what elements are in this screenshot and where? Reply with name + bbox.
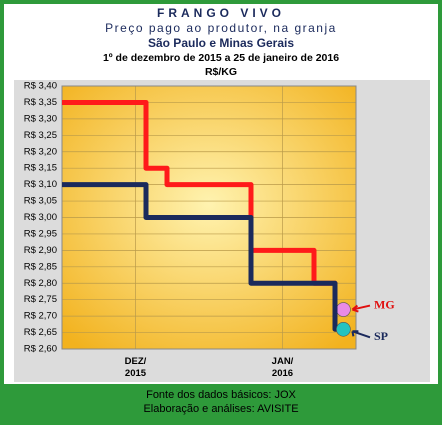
plot: R$ 2,60 R$ 2,65 R$ 2,70 R$ 2,75 R$ 2,80 R$ 2,… [24, 81, 395, 379]
y-tick-label: R$ 2,95 [24, 228, 57, 239]
y-tick-label: R$ 3,25 [24, 130, 57, 141]
y-tick-label: R$ 2,80 [24, 278, 57, 289]
credit: Elaboração e análises: AVISITE [143, 403, 298, 415]
y-tick-label: R$ 2,65 [24, 327, 57, 338]
series-label: SP [374, 329, 388, 343]
y-tick-label: R$ 2,70 [24, 311, 57, 322]
series-label: MG [374, 297, 395, 311]
end-marker [336, 302, 351, 317]
y-tick-label: R$ 2,60 [24, 344, 57, 355]
y-tick-label: R$ 3,05 [24, 196, 57, 207]
y-tick-label: R$ 3,00 [24, 212, 57, 223]
y-tick-label: R$ 3,15 [24, 163, 57, 174]
unit: R$/KG [205, 66, 237, 78]
period: 1º de dezembro de 2015 a 25 de janeiro d… [103, 52, 339, 64]
x-tick-label: JAN/2016 [272, 356, 294, 379]
series-line [62, 182, 342, 332]
source: Fonte dos dados básicos: JOX [146, 389, 296, 401]
y-tick-label: R$ 3,20 [24, 146, 57, 157]
series-line [62, 99, 342, 313]
y-tick-label: R$ 2,90 [24, 245, 57, 256]
subtitle: Preço pago ao produtor, na granja [105, 21, 337, 35]
footer-band [4, 384, 438, 421]
end-marker [336, 321, 351, 337]
y-tick-label: R$ 3,40 [24, 81, 57, 92]
y-tick-label: R$ 2,85 [24, 261, 57, 272]
arrow [351, 330, 371, 339]
x-tick-label: DEZ/2015 [125, 356, 147, 379]
arrow [351, 304, 371, 313]
y-tick-label: R$ 3,35 [24, 97, 57, 108]
chart-title: FRANGO VIVO [157, 6, 285, 20]
region: São Paulo e Minas Gerais [148, 36, 294, 50]
y-tick-label: R$ 3,10 [24, 179, 57, 190]
y-tick-label: R$ 3,30 [24, 113, 57, 124]
y-tick-label: R$ 2,75 [24, 294, 57, 305]
plot-border [61, 85, 357, 350]
